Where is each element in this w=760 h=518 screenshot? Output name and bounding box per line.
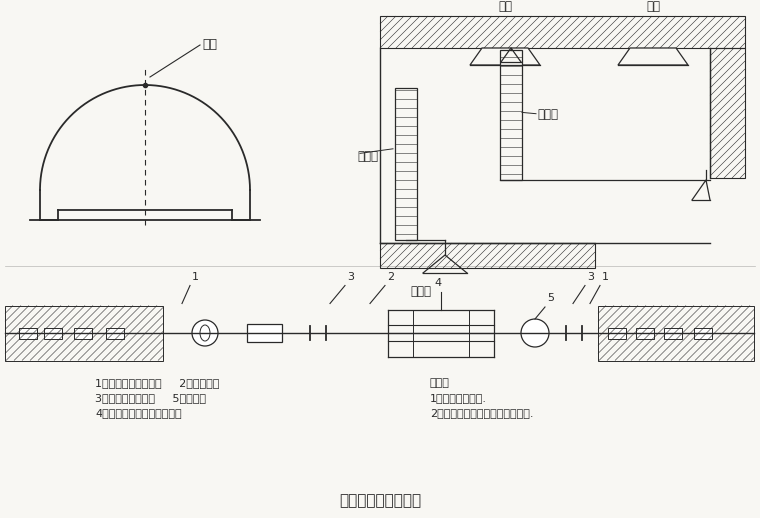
Bar — [608, 327, 626, 338]
Text: 4、维持张拉钢尺拉力的装置: 4、维持张拉钢尺拉力的装置 — [95, 409, 182, 419]
Text: 测点: 测点 — [646, 0, 660, 13]
Bar — [500, 50, 522, 180]
Bar — [247, 324, 282, 342]
Bar — [664, 327, 682, 338]
Circle shape — [521, 319, 549, 347]
Bar — [44, 327, 62, 338]
Bar — [5, 306, 163, 361]
Text: 转点: 转点 — [498, 0, 512, 13]
Bar — [380, 243, 595, 268]
Bar — [710, 48, 745, 178]
Text: 2、其它量测项目按有关说明实施.: 2、其它量测项目按有关说明实施. — [430, 409, 534, 419]
Text: 1: 1 — [192, 271, 199, 281]
Bar — [598, 306, 754, 361]
Text: 3: 3 — [347, 271, 354, 281]
Text: 说明：: 说明： — [430, 379, 450, 388]
Ellipse shape — [200, 325, 210, 341]
Polygon shape — [470, 48, 540, 65]
Bar — [694, 327, 712, 338]
Text: 3、有球铰的连接杆     5、百分表: 3、有球铰的连接杆 5、百分表 — [95, 394, 206, 404]
Text: 倒卷尺: 倒卷尺 — [537, 108, 558, 122]
Text: 1、洞内观察未述.: 1、洞内观察未述. — [430, 394, 487, 404]
Polygon shape — [618, 48, 688, 65]
Bar — [636, 327, 654, 338]
Bar — [106, 327, 124, 338]
Circle shape — [192, 320, 218, 346]
Text: 水平仪: 水平仪 — [410, 285, 431, 298]
Text: 5: 5 — [547, 293, 554, 303]
Text: 主要量测方法示意图: 主要量测方法示意图 — [339, 493, 421, 508]
Bar — [380, 16, 745, 48]
Bar — [19, 327, 37, 338]
Text: 1、净空变位仪短锚杆     2、带孔钢尺: 1、净空变位仪短锚杆 2、带孔钢尺 — [95, 379, 220, 388]
Text: 4: 4 — [435, 278, 442, 287]
Text: 水准尺: 水准尺 — [357, 150, 378, 163]
Text: 2: 2 — [387, 271, 394, 281]
Bar — [74, 327, 92, 338]
Text: 测点: 测点 — [202, 38, 217, 51]
Text: 3: 3 — [587, 271, 594, 281]
Bar — [395, 88, 417, 240]
Text: 1: 1 — [602, 271, 609, 281]
